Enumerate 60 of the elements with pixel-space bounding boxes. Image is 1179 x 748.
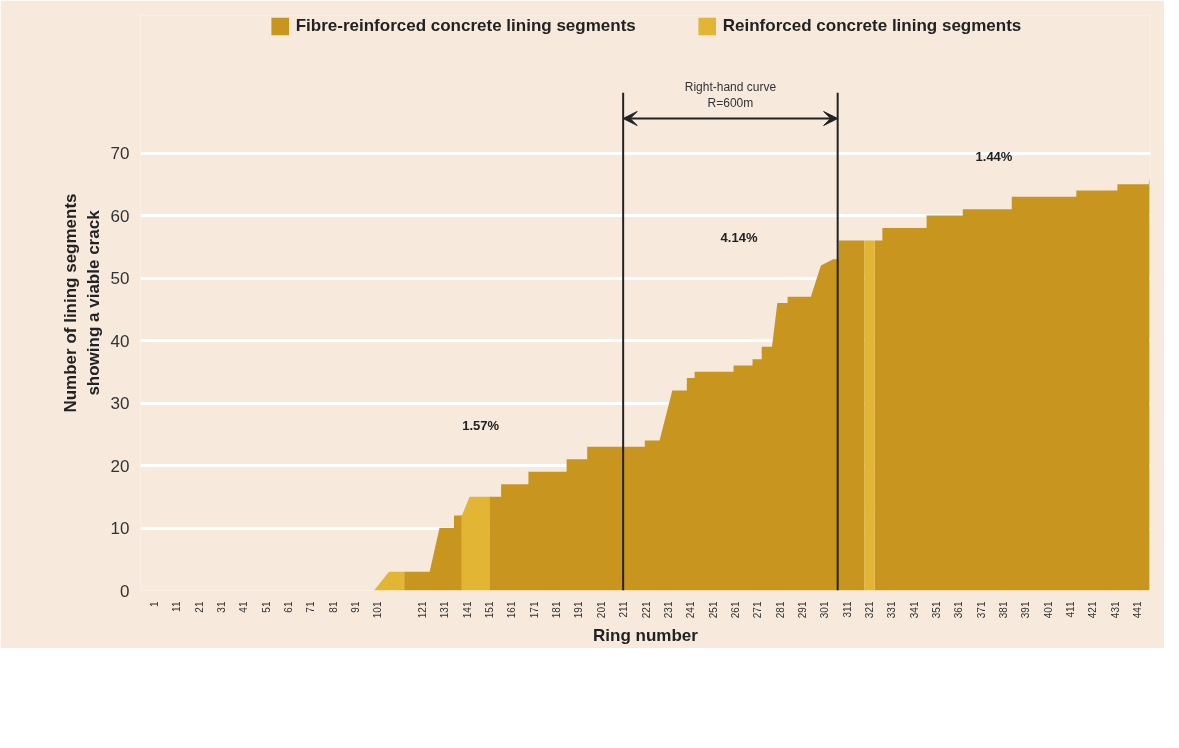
x-tick-label: 431 xyxy=(1109,601,1121,619)
x-tick-label: 271 xyxy=(752,601,764,619)
x-tick-label: 11 xyxy=(171,601,183,612)
x-axis-title: Ring number xyxy=(593,626,699,646)
x-tick-label: 81 xyxy=(327,601,339,613)
x-tick-label: 141 xyxy=(461,601,473,619)
x-tick-label: 361 xyxy=(953,601,965,619)
x-tick-label: 241 xyxy=(685,601,697,619)
x-tick-label: 181 xyxy=(551,601,563,619)
y-tick-label: 50 xyxy=(110,269,130,288)
x-tick-label: 131 xyxy=(439,601,451,619)
x-tick-label: 21 xyxy=(193,601,205,613)
x-tick-label: 341 xyxy=(908,601,920,619)
x-tick-label: 71 xyxy=(305,601,317,613)
x-tick-label: 91 xyxy=(350,601,362,613)
x-tick-label: 191 xyxy=(573,601,585,619)
x-tick-label: 51 xyxy=(260,601,272,613)
y-tick-label: 20 xyxy=(110,456,130,476)
y-tick-label: 30 xyxy=(110,394,130,413)
x-tick-label: 421 xyxy=(1087,601,1099,619)
x-tick-label: 171 xyxy=(528,601,540,619)
y-tick-label: 60 xyxy=(110,206,130,226)
annotation: 1.44% xyxy=(975,149,1013,164)
x-tick-label: 371 xyxy=(975,601,987,619)
y-tick-label: 70 xyxy=(110,144,130,163)
x-tick-label: 351 xyxy=(930,601,942,619)
x-tick-label: 411 xyxy=(1065,601,1077,618)
legend-label: Fibre-reinforced concrete lining segments xyxy=(295,16,636,36)
x-tick-label: 211 xyxy=(618,601,630,618)
x-tick-label: 441 xyxy=(1132,601,1144,619)
x-tick-label: 281 xyxy=(774,601,786,619)
annotation: 1.57% xyxy=(462,417,500,433)
x-tick-label: 251 xyxy=(707,601,719,619)
legend-label: Reinforced concrete lining segments xyxy=(722,16,1022,36)
x-tick-label: 301 xyxy=(819,601,831,619)
x-tick-label: 41 xyxy=(238,601,250,613)
x-tick-label: 311 xyxy=(841,601,853,618)
x-tick-label: 231 xyxy=(662,601,674,619)
x-tick-label: 291 xyxy=(796,601,808,619)
x-tick-label: 221 xyxy=(640,601,652,619)
x-tick-label: 1 xyxy=(148,601,160,608)
x-tick-label: 401 xyxy=(1042,601,1054,619)
x-tick-label: 31 xyxy=(215,601,227,613)
x-tick-label: 121 xyxy=(417,601,429,619)
y-tick-label: 0 xyxy=(120,581,130,601)
x-tick-label: 321 xyxy=(863,601,875,619)
annotation: 4.14% xyxy=(720,230,758,246)
y-tick-label: 40 xyxy=(110,331,130,351)
x-tick-label: 391 xyxy=(1020,601,1032,619)
x-tick-label: 61 xyxy=(282,601,294,613)
y-tick-label: 10 xyxy=(110,519,130,538)
x-tick-label: 381 xyxy=(998,601,1010,619)
x-tick-label: 331 xyxy=(886,601,898,619)
x-tick-label: 161 xyxy=(506,601,518,619)
x-tick-label: 261 xyxy=(729,601,741,619)
x-tick-label: 151 xyxy=(484,601,496,619)
x-tick-label: 101 xyxy=(372,601,384,619)
x-tick-label: 201 xyxy=(595,601,607,619)
annotation: Right-hand curve R=600m xyxy=(684,79,777,111)
y-axis-title: Number of lining segments showing a viable crack xyxy=(60,193,103,413)
